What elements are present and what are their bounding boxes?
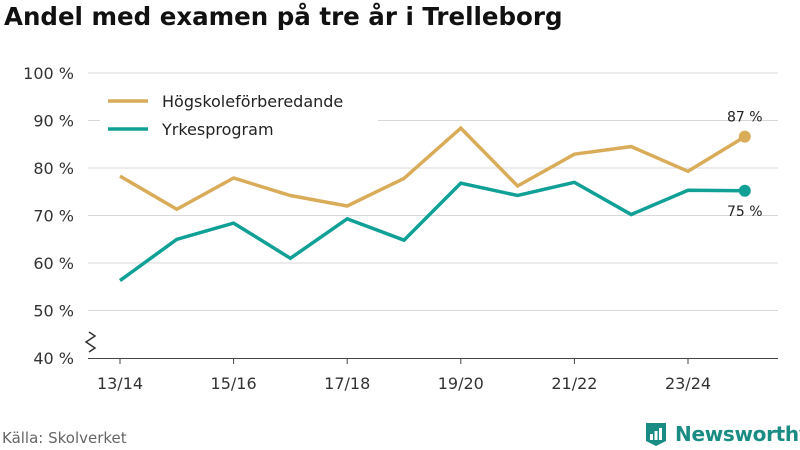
source-note: Källa: Skolverket <box>2 429 127 447</box>
x-axis: 13/14 15/16 17/18 19/20 21/22 23/24 <box>84 331 778 393</box>
x-tick-label: 15/16 <box>211 374 257 393</box>
y-tick-label: 100 % <box>23 64 74 83</box>
x-tick-label: 21/22 <box>551 374 597 393</box>
x-tick-label: 17/18 <box>324 374 370 393</box>
x-tick-label: 13/14 <box>97 374 143 393</box>
series-end-point <box>738 184 751 197</box>
data-label: 75 % <box>727 204 763 220</box>
legend-background <box>100 82 378 146</box>
axis-break-icon <box>84 331 97 353</box>
y-tick-label: 40 % <box>33 349 74 368</box>
series-line-2 <box>118 180 745 283</box>
y-tick-label: 80 % <box>33 159 74 178</box>
legend-entry: Yrkesprogram <box>161 120 274 139</box>
chart-title: Andel med examen på tre år i Trelleborg <box>4 2 563 31</box>
newsworthy-logo-icon <box>646 423 666 446</box>
series-lines: 87 % 75 % <box>118 110 763 283</box>
brand-name: Newsworthy <box>675 422 800 446</box>
series-line-1 <box>119 125 746 212</box>
legend-entry: Högskoleförberedande <box>162 92 343 111</box>
legend: Högskoleförberedande Yrkesprogram <box>100 82 378 146</box>
y-axis-tick-labels: 40 % 50 % 60 % 70 % 80 % 90 % 100 % <box>23 64 74 368</box>
y-tick-label: 90 % <box>33 112 74 131</box>
x-tick-label: 19/20 <box>438 374 484 393</box>
y-tick-label: 60 % <box>33 254 74 273</box>
y-tick-label: 50 % <box>33 302 74 321</box>
grid-lines <box>88 72 778 311</box>
data-label: 87 % <box>727 110 763 126</box>
x-tick-label: 23/24 <box>665 374 711 393</box>
brand-logo: Newsworthy <box>644 419 800 449</box>
series-end-point <box>738 130 751 143</box>
y-tick-label: 70 % <box>33 207 74 226</box>
